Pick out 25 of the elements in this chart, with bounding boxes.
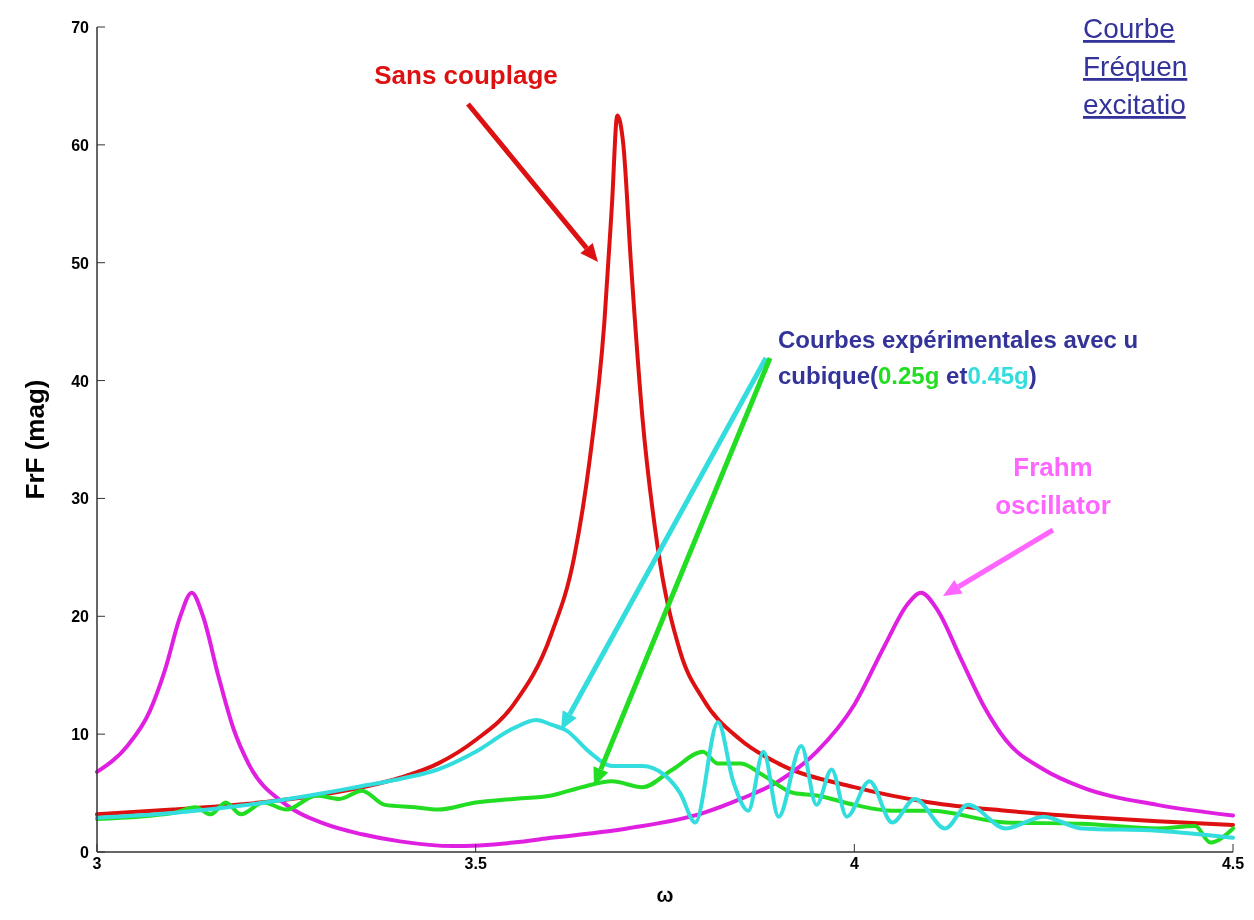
text: 0.45g	[967, 362, 1029, 389]
y-tick-label: 30	[71, 490, 90, 508]
line-series	[95, 590, 1235, 849]
x-tick-label: 4	[849, 855, 859, 872]
annotation: Courbe Fréquen excitatio	[1083, 13, 1188, 120]
x-axis-title: ω	[656, 884, 674, 906]
x-tick-label: 4.5	[1221, 855, 1245, 872]
y-tick-label: 10	[71, 726, 90, 744]
y-tick-label: 20	[71, 608, 90, 626]
y-tick-label: 40	[71, 372, 90, 390]
y-tick-label: 50	[71, 254, 90, 272]
text: Frahm oscillator	[995, 452, 1111, 520]
y-tick-label: 60	[71, 136, 90, 154]
text: Sans couplage	[374, 60, 558, 90]
y-tick-label: 0	[80, 844, 90, 861]
annotation: )	[1028, 362, 1037, 389]
line-series	[95, 718, 1235, 840]
annotation: et	[939, 362, 968, 389]
annotation: cubique(	[778, 362, 878, 389]
x-tick-label: 3	[92, 855, 102, 872]
x-tick-label: 3.5	[464, 855, 487, 872]
y-axis-title: FrF (mag)	[20, 379, 50, 500]
annotation: Courbes expérimentales avec u	[778, 326, 1139, 353]
text: 0.25g	[878, 362, 940, 389]
y-tick-label: 70	[71, 19, 90, 36]
